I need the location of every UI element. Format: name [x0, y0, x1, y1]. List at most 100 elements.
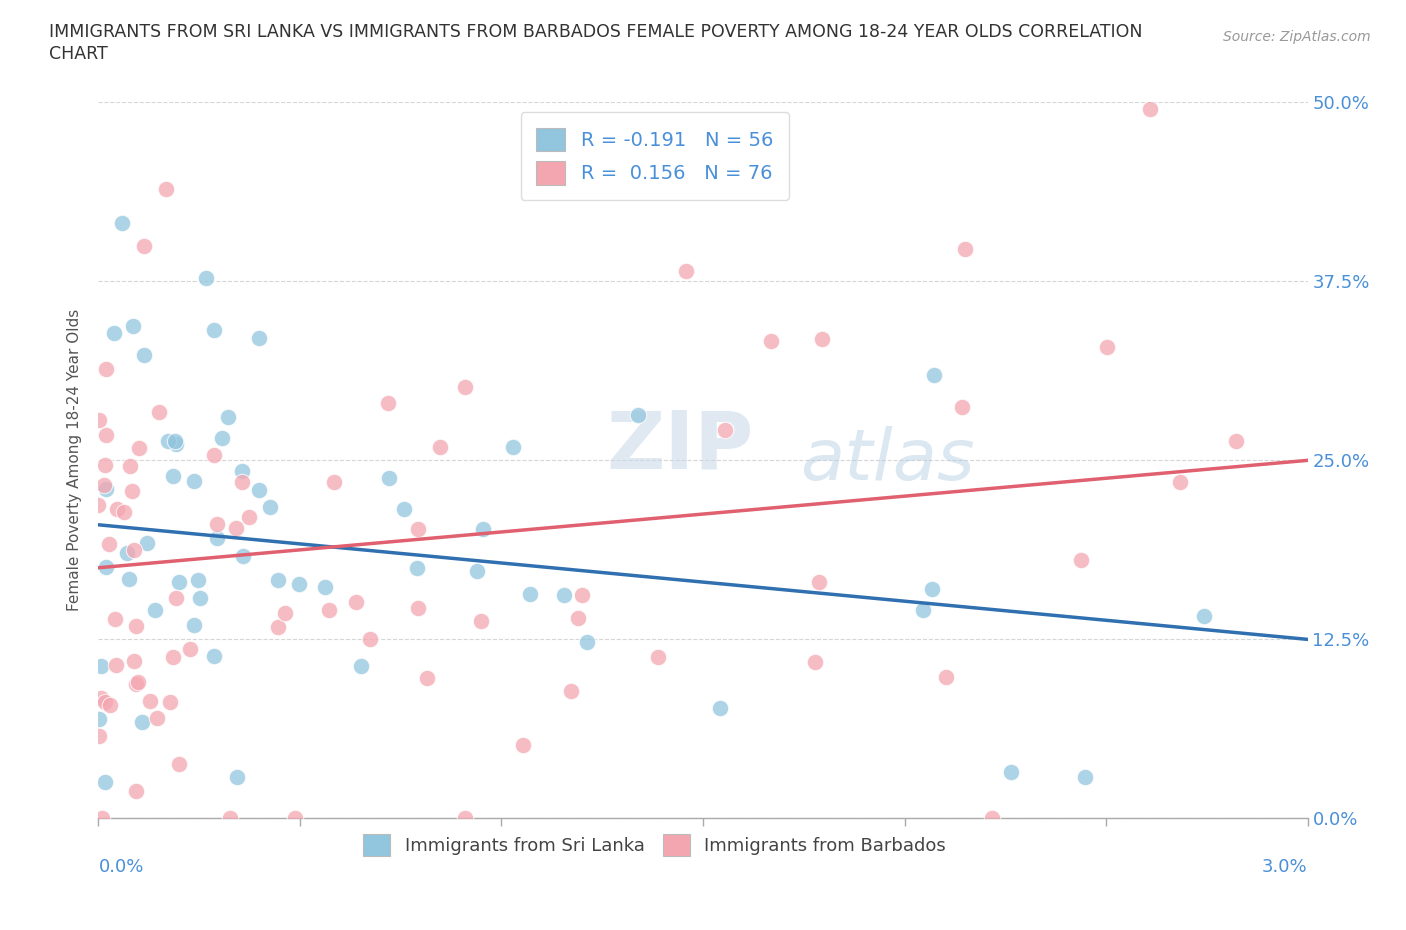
Point: [247, 482, 270, 497]
Point: [202, 648, 225, 663]
Point: [1168, 474, 1191, 489]
Point: [713, 423, 735, 438]
Point: [94, 695, 117, 710]
Text: 0.0%: 0.0%: [98, 857, 143, 876]
Point: [96, 428, 118, 443]
Point: [136, 536, 159, 551]
Point: [93, 477, 115, 492]
Point: [350, 658, 373, 673]
Point: [627, 408, 650, 423]
Point: [98, 537, 121, 551]
Point: [406, 600, 429, 615]
Point: [560, 684, 582, 698]
Point: [318, 603, 340, 618]
Point: [94, 560, 117, 575]
Point: [122, 542, 145, 557]
Point: [105, 658, 128, 672]
Point: [377, 471, 399, 485]
Point: [195, 270, 218, 285]
Point: [408, 522, 430, 537]
Point: [132, 347, 155, 362]
Point: [267, 619, 290, 634]
Point: [761, 333, 783, 348]
Text: Source: ZipAtlas.com: Source: ZipAtlas.com: [1223, 30, 1371, 44]
Point: [94, 458, 117, 472]
Point: [247, 330, 270, 345]
Point: [1139, 101, 1161, 116]
Point: [207, 530, 229, 545]
Point: [87, 497, 110, 512]
Point: [94, 362, 117, 377]
Point: [104, 612, 127, 627]
Point: [179, 642, 201, 657]
Point: [155, 181, 177, 196]
Point: [169, 575, 191, 590]
Point: [105, 501, 128, 516]
Point: [502, 440, 524, 455]
Point: [118, 458, 141, 473]
Point: [232, 549, 254, 564]
Point: [187, 573, 209, 588]
Point: [804, 654, 827, 669]
Point: [183, 473, 205, 488]
Point: [238, 510, 260, 525]
Point: [359, 631, 381, 646]
Point: [205, 516, 228, 531]
Point: [1000, 764, 1022, 779]
Point: [935, 670, 957, 684]
Point: [162, 649, 184, 664]
Point: [218, 811, 240, 826]
Point: [231, 475, 253, 490]
Point: [981, 811, 1004, 826]
Point: [314, 579, 336, 594]
Point: [165, 433, 187, 448]
Point: [143, 603, 166, 618]
Point: [675, 263, 697, 278]
Point: [146, 711, 169, 725]
Point: [512, 737, 534, 752]
Point: [111, 216, 134, 231]
Point: [90, 691, 112, 706]
Text: CHART: CHART: [49, 45, 108, 62]
Point: [1225, 433, 1247, 448]
Point: [1074, 770, 1097, 785]
Point: [89, 728, 111, 743]
Point: [159, 695, 181, 710]
Point: [287, 577, 309, 591]
Point: [709, 700, 731, 715]
Point: [165, 436, 187, 451]
Point: [183, 618, 205, 632]
Point: [125, 618, 148, 633]
Y-axis label: Female Poverty Among 18-24 Year Olds: Female Poverty Among 18-24 Year Olds: [67, 309, 83, 612]
Point: [406, 561, 429, 576]
Point: [911, 603, 934, 618]
Point: [322, 474, 344, 489]
Text: 3.0%: 3.0%: [1263, 857, 1308, 876]
Point: [128, 441, 150, 456]
Point: [139, 693, 162, 708]
Point: [112, 505, 135, 520]
Point: [134, 239, 156, 254]
Point: [165, 591, 187, 606]
Point: [118, 572, 141, 587]
Point: [162, 469, 184, 484]
Point: [87, 711, 110, 726]
Point: [231, 463, 253, 478]
Point: [202, 447, 225, 462]
Point: [1070, 552, 1092, 567]
Point: [921, 582, 943, 597]
Point: [157, 434, 180, 449]
Point: [575, 634, 598, 649]
Point: [131, 714, 153, 729]
Point: [127, 675, 149, 690]
Point: [122, 654, 145, 669]
Point: [211, 431, 233, 445]
Point: [96, 482, 118, 497]
Point: [429, 439, 451, 454]
Point: [121, 319, 143, 334]
Point: [115, 546, 138, 561]
Point: [465, 564, 488, 578]
Point: [125, 783, 148, 798]
Point: [274, 605, 297, 620]
Point: [470, 614, 492, 629]
